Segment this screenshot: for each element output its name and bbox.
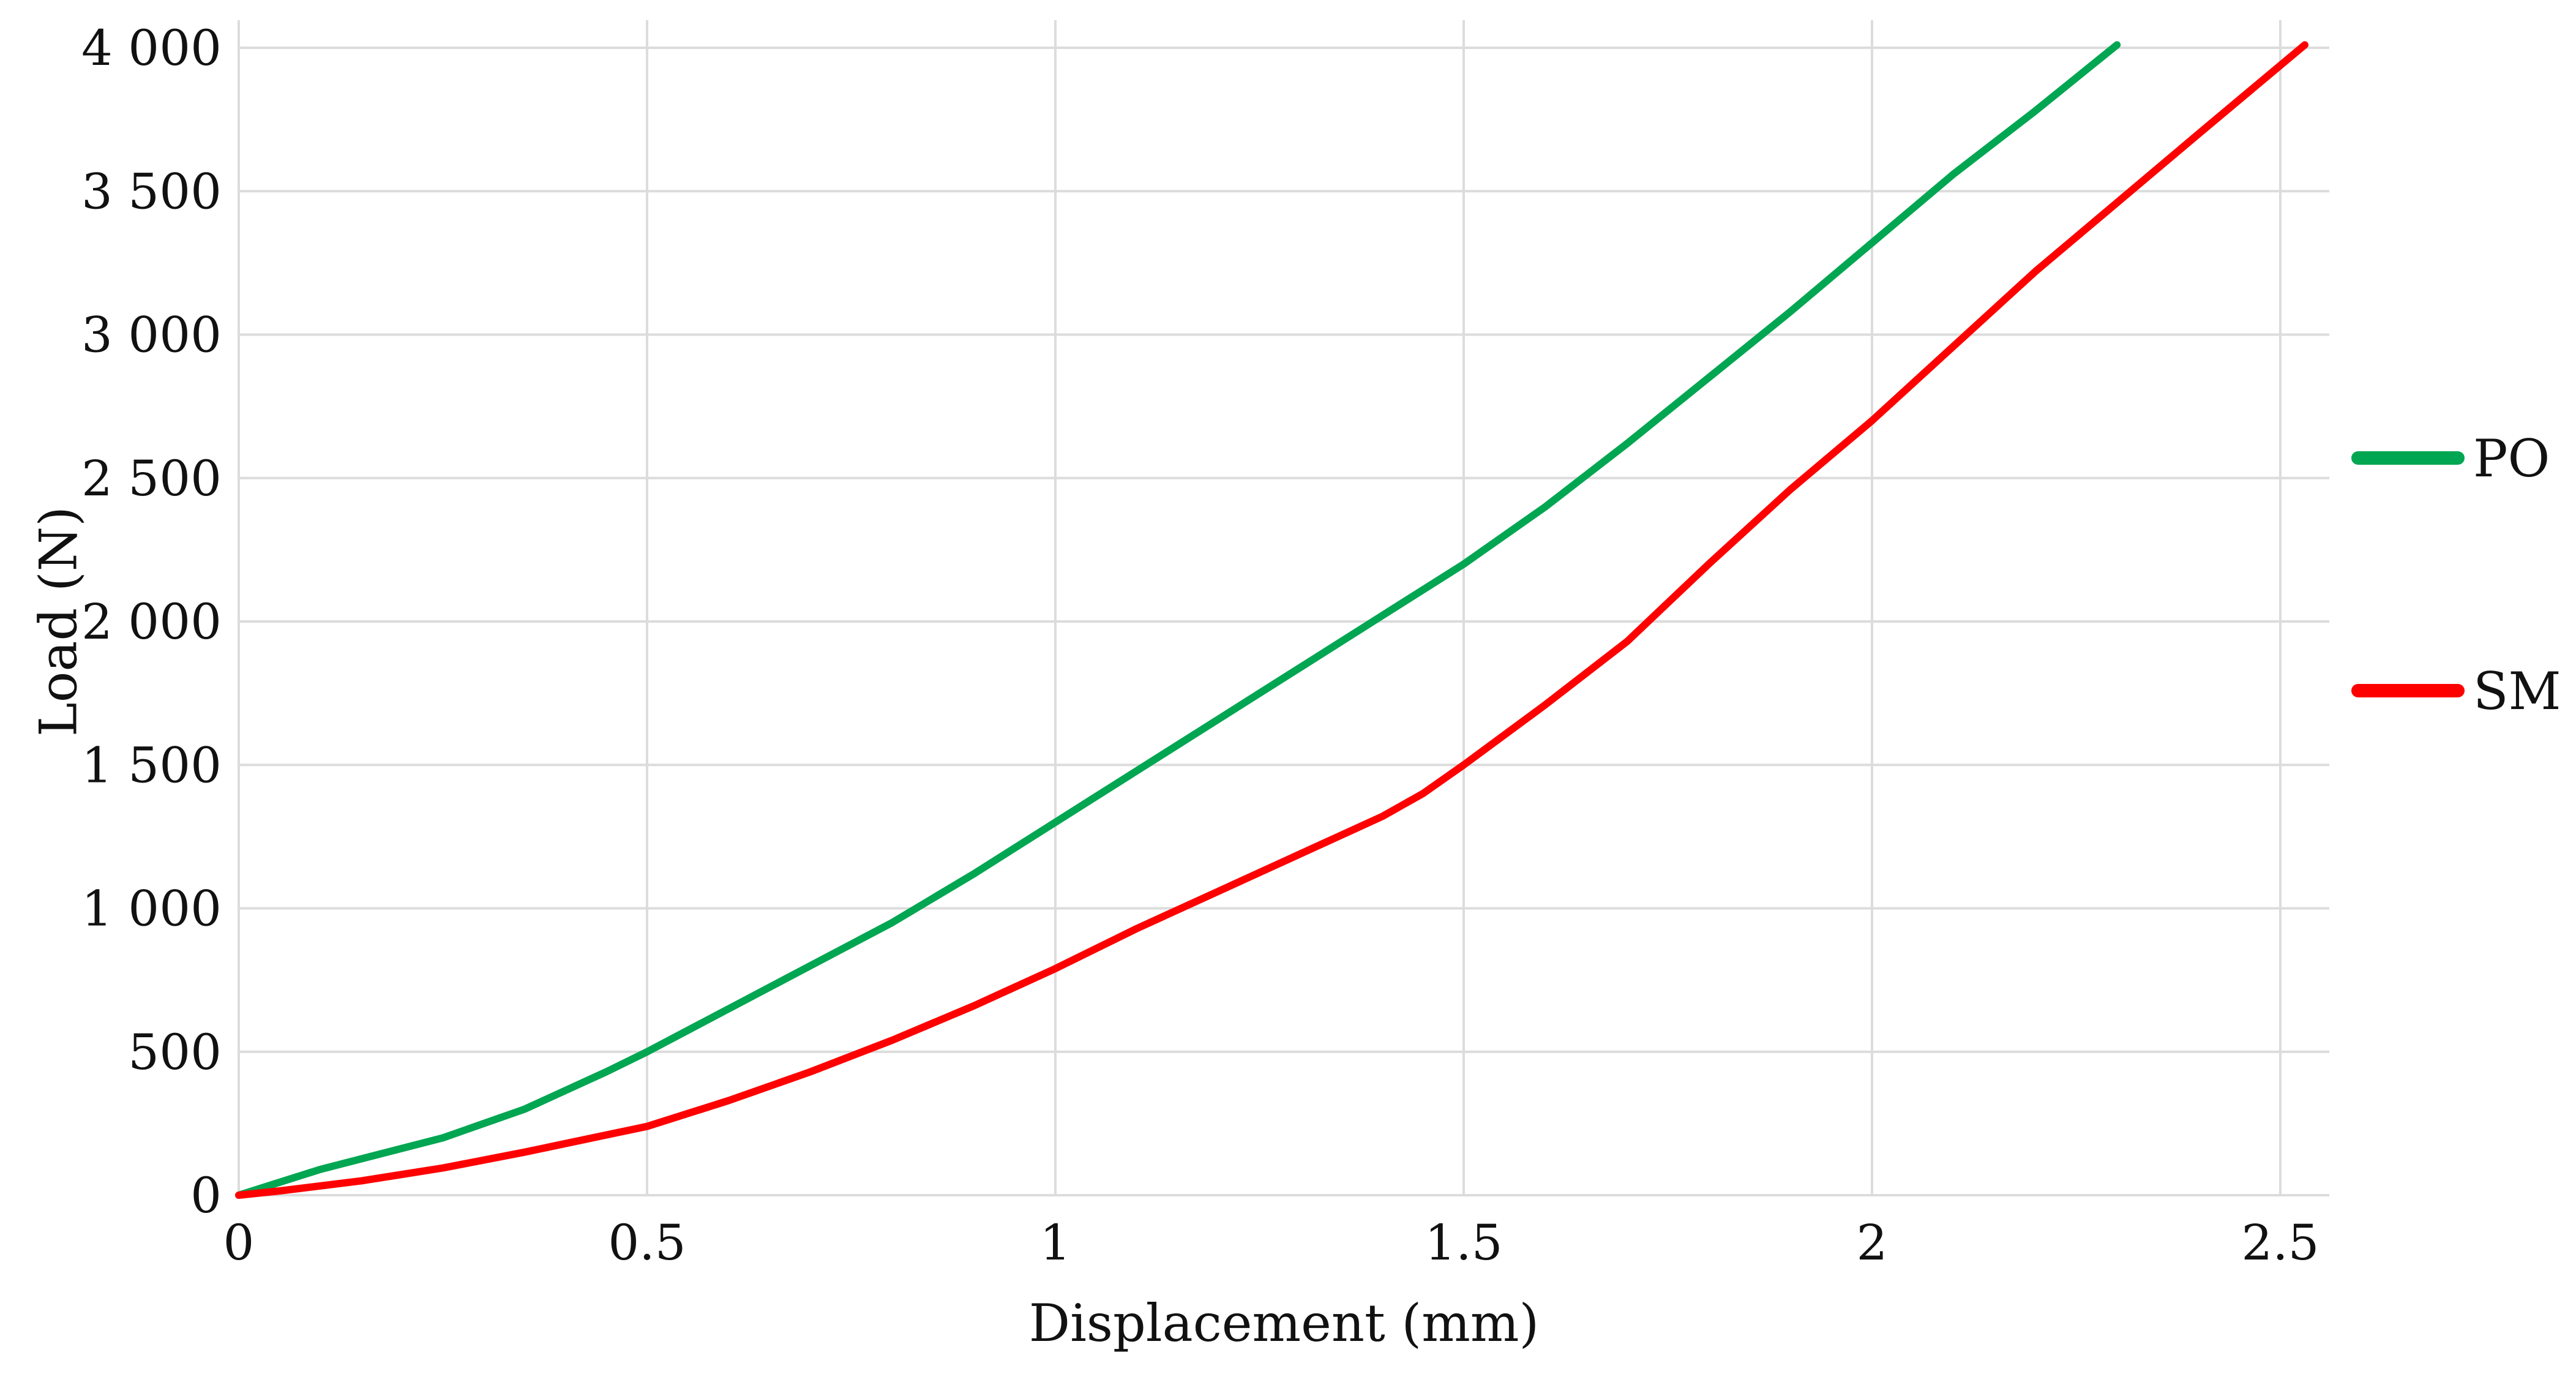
y-tick-label: 1 000	[81, 880, 222, 937]
y-tick-label: 0	[190, 1167, 222, 1224]
x-tick-label: 2	[1857, 1214, 1888, 1271]
series-lines	[235, 41, 2308, 1199]
x-tick-label: 1.5	[1425, 1214, 1502, 1271]
y-tick-label: 3 000	[81, 307, 222, 364]
y-tick-label: 4 000	[81, 20, 222, 77]
y-tick-label: 1 500	[81, 737, 222, 794]
x-axis-tick-labels: 0 0.5 1 1.5 2 2.5	[223, 1214, 2320, 1271]
x-tick-label: 0	[223, 1214, 255, 1271]
vertical-gridlines	[238, 20, 2282, 1195]
y-tick-label: 3 500	[81, 163, 222, 220]
series-line-po	[235, 41, 2121, 1199]
legend-label-po: PO	[2473, 429, 2550, 489]
y-axis-tick-labels: 0 500 1 000 1 500 2 000 2 500 3 000 3 500 4 000	[81, 20, 222, 1224]
legend-label-sm: SM	[2473, 661, 2561, 721]
horizontal-gridlines	[239, 47, 2329, 1196]
y-tick-label: 2 500	[81, 450, 222, 507]
legend: PO SM	[2351, 429, 2561, 721]
x-tick-label: 2.5	[2241, 1214, 2319, 1271]
x-tick-label: 1	[1040, 1214, 1071, 1271]
x-axis-title: Displacement (mm)	[1029, 1293, 1540, 1353]
x-tick-label: 0.5	[608, 1214, 686, 1271]
series-line-sm	[235, 41, 2308, 1199]
y-axis-title: Load (N)	[28, 506, 88, 737]
y-tick-label: 500	[128, 1024, 222, 1081]
y-tick-label: 2 000	[81, 593, 222, 650]
